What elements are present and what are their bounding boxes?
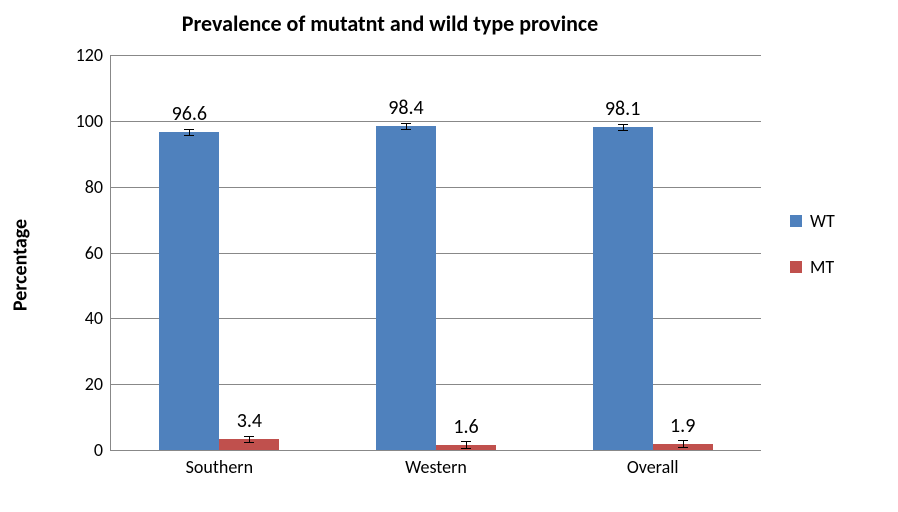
gridline (111, 121, 761, 122)
legend-label: MT (810, 256, 834, 278)
legend-swatch (790, 261, 802, 273)
legend-swatch (790, 215, 802, 227)
ytick-label: 120 (76, 44, 111, 66)
xtick-label: Overall (627, 450, 679, 478)
ytick-label: 0 (94, 439, 111, 461)
ytick-label: 20 (85, 373, 111, 395)
data-label: 1.6 (453, 415, 478, 439)
error-cap (401, 129, 411, 130)
data-label: 3.4 (237, 409, 262, 433)
ytick-label: 40 (85, 307, 111, 329)
ytick-label: 60 (85, 242, 111, 264)
error-cap (184, 135, 194, 136)
chart-container: Prevalence of mutatnt and wild type prov… (0, 0, 898, 512)
error-cap (678, 447, 688, 448)
y-axis-label: Percentage (8, 67, 32, 462)
bar-wt (376, 126, 436, 450)
chart-title: Prevalence of mutatnt and wild type prov… (0, 10, 780, 37)
error-cap (244, 436, 254, 437)
legend-item-wt: WT (790, 210, 835, 232)
xtick-label: Western (405, 450, 467, 478)
data-label: 98.1 (605, 97, 640, 121)
data-label: 98.4 (388, 96, 423, 120)
xtick-label: Southern (186, 450, 253, 478)
plot-area: 020406080100120Southern96.63.4Western98.… (110, 55, 761, 451)
gridline (111, 55, 761, 56)
error-cap (184, 129, 194, 130)
error-cap (461, 448, 471, 449)
error-cap (678, 440, 688, 441)
error-cap (461, 441, 471, 442)
error-cap (618, 124, 628, 125)
error-cap (244, 442, 254, 443)
data-label: 1.9 (670, 414, 695, 438)
ytick-label: 80 (85, 176, 111, 198)
ytick-label: 100 (76, 110, 111, 132)
error-cap (401, 123, 411, 124)
error-cap (618, 130, 628, 131)
legend: WT MT (790, 210, 835, 278)
data-label: 96.6 (172, 102, 207, 126)
legend-label: WT (810, 210, 835, 232)
bar-wt (593, 127, 653, 450)
legend-item-mt: MT (790, 256, 835, 278)
bar-wt (159, 132, 219, 450)
